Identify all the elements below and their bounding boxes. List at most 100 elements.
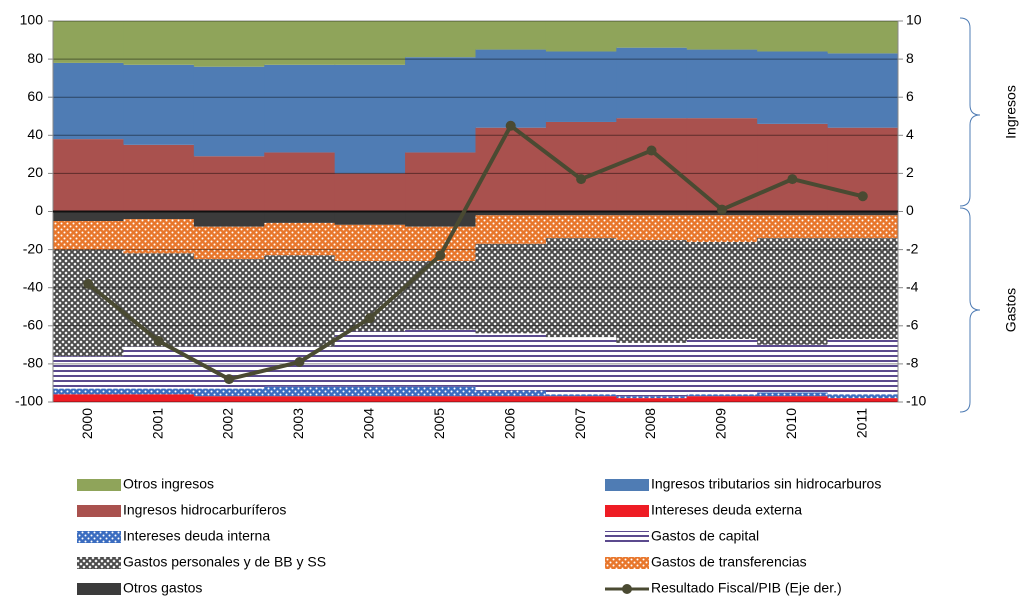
bar [827, 238, 899, 340]
annotation: Ingresos [1003, 85, 1019, 139]
bar [545, 121, 617, 212]
bar [475, 396, 547, 402]
bar [757, 51, 829, 124]
y2-tick-label: 8 [906, 50, 914, 66]
marker [505, 120, 516, 131]
legend-swatch [77, 557, 121, 569]
y2-tick-label: 10 [906, 12, 922, 28]
bar [827, 215, 899, 239]
legend-label: Intereses deuda interna [123, 528, 270, 544]
bar [545, 51, 617, 122]
x-tick-label: 2003 [290, 408, 306, 439]
bar [757, 123, 829, 212]
bar [334, 224, 406, 262]
bar [686, 396, 758, 402]
bar [686, 339, 758, 395]
bar [757, 392, 829, 397]
legend-label: Otros ingresos [123, 476, 214, 492]
line [86, 122, 864, 382]
y-tick-label: 20 [27, 164, 43, 180]
bar [475, 21, 547, 50]
bar [475, 243, 547, 334]
bar [405, 329, 476, 387]
marker [294, 356, 305, 367]
bar [53, 356, 124, 389]
y2-tick-label: -4 [906, 278, 919, 294]
bar [334, 21, 406, 65]
x-tick-label: 2002 [220, 408, 236, 439]
bar [757, 21, 829, 52]
legend-label: Intereses deuda externa [651, 502, 802, 518]
bar [827, 339, 899, 395]
bar [405, 21, 476, 58]
legend-label: Gastos de transferencias [651, 554, 807, 570]
legend-label: Ingresos hidrocarburíferos [123, 502, 286, 518]
bar [686, 118, 758, 212]
bar [334, 396, 406, 402]
x-tick-label: 2010 [783, 408, 799, 439]
bar [405, 152, 476, 212]
bar [334, 386, 406, 397]
bar [334, 173, 406, 212]
y-tick-label: 0 [35, 202, 43, 218]
bar [193, 226, 265, 260]
bar [757, 215, 829, 239]
marker [576, 174, 587, 185]
bar [545, 21, 617, 52]
legend-swatch [622, 584, 632, 594]
x-tick-label: 2007 [572, 408, 588, 439]
bar [193, 396, 265, 402]
bar [545, 211, 617, 216]
bar [123, 219, 195, 254]
legend-label: Ingresos tributarios sin hidrocarburos [651, 476, 881, 492]
bar [123, 253, 195, 347]
legend-label: Otros gastos [123, 580, 202, 596]
bar [334, 331, 406, 387]
bar [545, 215, 617, 239]
bar [123, 64, 195, 145]
bar [193, 156, 265, 212]
bar [53, 221, 124, 250]
marker [364, 313, 375, 324]
bar [53, 139, 124, 212]
bar [545, 396, 617, 402]
bar [264, 21, 336, 65]
y-tick-label: 100 [20, 12, 44, 28]
annotation: Gastos [1003, 288, 1019, 332]
bar [475, 333, 547, 391]
bar [53, 394, 124, 402]
y2-tick-label: 0 [906, 202, 914, 218]
bar [545, 337, 617, 395]
bar [686, 241, 758, 340]
legend-swatch [605, 505, 649, 517]
marker [857, 191, 868, 202]
bar [827, 211, 899, 216]
bar [334, 64, 406, 174]
x-tick-label: 2004 [361, 408, 377, 439]
bar [757, 344, 829, 393]
bar [264, 386, 336, 397]
marker [153, 336, 164, 347]
bar [123, 388, 195, 395]
bar [193, 211, 265, 227]
bar [123, 211, 195, 220]
y-tick-label: -40 [23, 278, 43, 294]
y-tick-label: -60 [23, 317, 43, 333]
bar [686, 215, 758, 242]
bar [264, 396, 336, 402]
bar [53, 62, 124, 140]
bar [757, 238, 829, 345]
legend-swatch [605, 557, 649, 569]
bar [827, 398, 899, 402]
bar [405, 261, 476, 330]
marker [224, 374, 235, 385]
legend-label: Resultado Fiscal/PIB (Eje der.) [651, 580, 842, 596]
legend-swatch [77, 583, 121, 595]
bar [193, 66, 265, 157]
bar [616, 342, 688, 397]
brace [959, 207, 981, 413]
marker [716, 204, 727, 215]
y2-tick-label: 6 [906, 88, 914, 104]
y2-tick-label: 2 [906, 164, 914, 180]
y-tick-label: -100 [15, 393, 43, 409]
